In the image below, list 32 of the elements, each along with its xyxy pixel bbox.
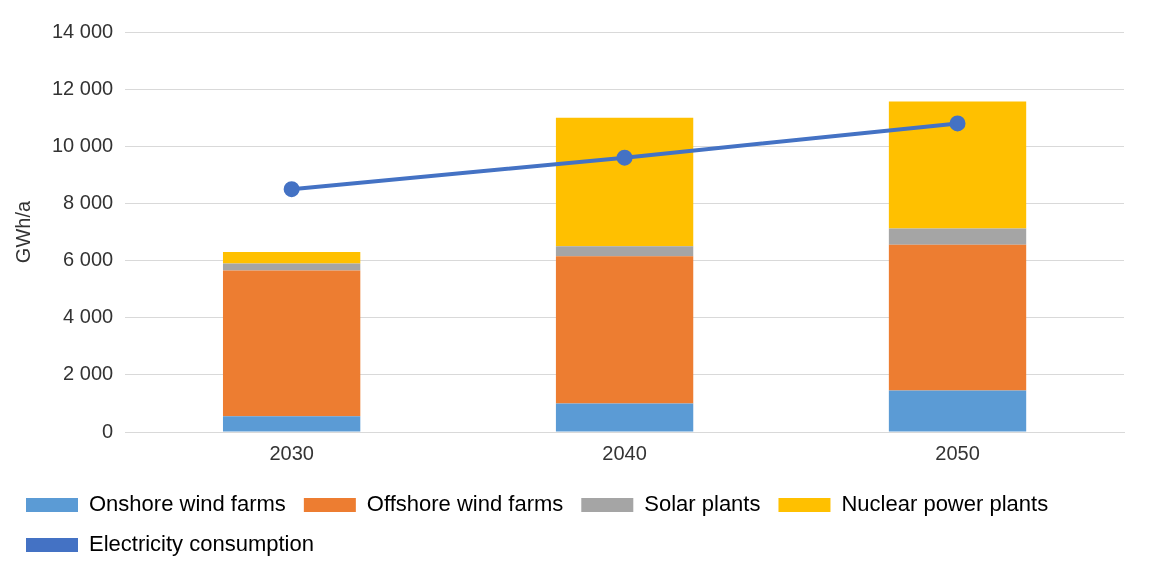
y-tick-label: 0: [102, 419, 114, 442]
bar: [555, 256, 694, 404]
legend-label: Onshore wind farms: [89, 491, 286, 517]
bar: [888, 244, 1027, 391]
bar: [555, 246, 694, 257]
y-tick-label: 14 000: [52, 19, 114, 42]
bar: [555, 403, 694, 432]
legend-label: Electricity consumption: [89, 531, 314, 557]
legend-label: Offshore wind farms: [366, 491, 564, 517]
y-tick-label: 10 000: [52, 133, 114, 156]
y-axis-title: GWh/a: [11, 200, 34, 264]
y-tick-label: 4 000: [63, 305, 114, 328]
point: [949, 115, 966, 132]
bar: [222, 270, 361, 417]
bar: [222, 252, 361, 264]
point: [283, 181, 300, 198]
x-tick-label: 2050: [935, 441, 980, 464]
point: [616, 149, 633, 166]
y-tick-label: 12 000: [52, 76, 114, 99]
legend-label: Solar plants: [644, 491, 761, 517]
x-tick-label: 2030: [269, 441, 314, 464]
bar: [888, 390, 1027, 432]
y-tick-label: 2 000: [63, 362, 114, 385]
bar: [555, 117, 694, 247]
bar: [888, 228, 1027, 245]
y-tick-label: 8 000: [63, 190, 114, 213]
bar: [222, 416, 361, 432]
legend-label: Nuclear power plants: [841, 491, 1049, 517]
bar: [222, 263, 361, 271]
x-tick-label: 2040: [602, 441, 647, 464]
bar: [888, 101, 1027, 229]
y-tick-label: 6 000: [63, 248, 114, 271]
